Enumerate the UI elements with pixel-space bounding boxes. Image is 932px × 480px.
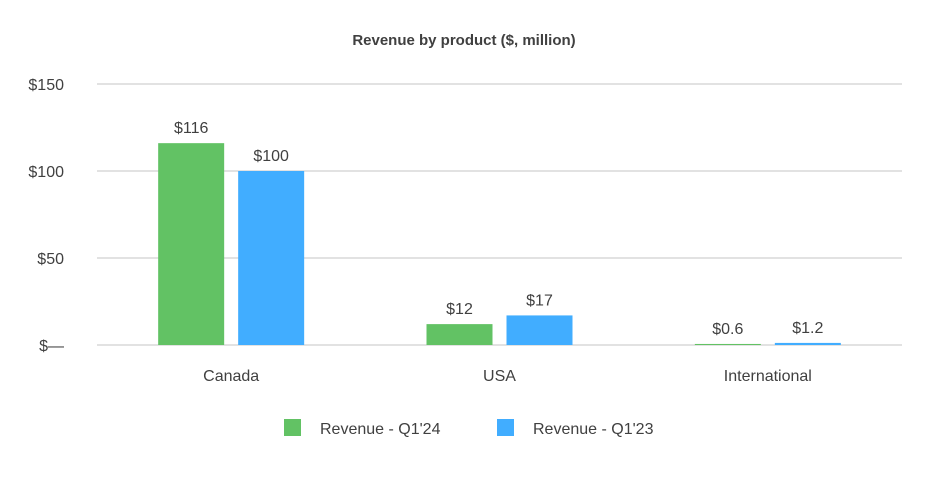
data-label-canada-series-0: $116	[174, 120, 209, 137]
data-label-usa-series-1: $17	[526, 292, 553, 309]
bar-canada-series-0	[158, 143, 225, 345]
x-axis-tick-labels: Canada USA International	[203, 368, 812, 385]
data-label-international-series-1: $1.2	[792, 320, 823, 337]
data-label-usa-series-0: $12	[446, 301, 473, 318]
legend-label-q1-23: Revenue - Q1'23	[533, 421, 654, 438]
y-axis-tick-labels: $— $50 $100 $150	[28, 77, 64, 355]
bars	[158, 143, 841, 345]
y-tick-label: $50	[37, 251, 64, 268]
data-label-canada-series-1: $100	[253, 148, 289, 165]
legend: Revenue - Q1'24 Revenue - Q1'23	[284, 419, 654, 438]
bar-canada-series-1	[238, 171, 305, 345]
legend-swatch-q1-24	[284, 419, 301, 436]
x-tick-label-international: International	[724, 368, 812, 385]
chart-title: Revenue by product ($, million)	[352, 32, 575, 49]
gridlines	[97, 83, 902, 346]
bar-international-series-0	[694, 343, 761, 345]
legend-swatch-q1-23	[497, 419, 514, 436]
data-labels: $116 $100 $12 $17 $0.6 $1.2	[174, 120, 824, 338]
x-tick-label-usa: USA	[483, 368, 516, 385]
y-tick-label: $100	[28, 164, 64, 181]
data-label-international-series-0: $0.6	[712, 321, 743, 338]
bar-international-series-1	[774, 342, 841, 345]
bar-usa-series-1	[506, 315, 573, 345]
x-tick-label-canada: Canada	[203, 368, 259, 385]
bar-usa-series-0	[426, 324, 493, 345]
y-tick-label: $—	[39, 338, 64, 355]
y-tick-label: $150	[28, 77, 64, 94]
legend-label-q1-24: Revenue - Q1'24	[320, 421, 441, 438]
